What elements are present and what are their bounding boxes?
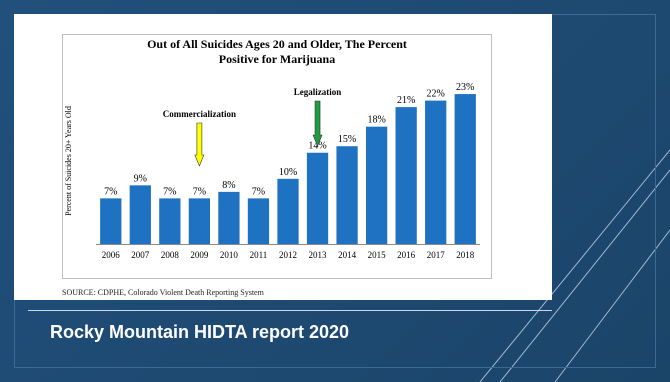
annotation-commercialization: Commercialization [163, 109, 236, 119]
data-label-2018: 23% [456, 82, 474, 93]
data-label-2017: 22% [427, 89, 445, 100]
bar-2016 [395, 107, 417, 244]
annotation-legalization: Legalization [294, 87, 342, 97]
chart-title-line: Positive for Marijuana [219, 52, 335, 66]
x-tick-2015: 2015 [368, 250, 387, 260]
chart-source: SOURCE: CDPHE, Colorado Violent Death Re… [62, 288, 264, 297]
x-tick-2017: 2017 [427, 250, 446, 260]
data-label-2012: 10% [279, 167, 297, 178]
arrow-commercialization [194, 122, 205, 167]
bar-2013 [306, 152, 329, 244]
x-tick-2007: 2007 [131, 250, 150, 260]
x-tick-2010: 2010 [220, 250, 239, 260]
x-tick-2013: 2013 [309, 250, 328, 260]
bar-2014 [336, 146, 358, 244]
x-tick-2012: 2012 [279, 250, 297, 260]
data-label-2008: 7% [163, 186, 176, 197]
chart-title-line: Out of All Suicides Ages 20 and Older, T… [147, 37, 407, 51]
bar-2009 [188, 198, 211, 244]
bar-2010 [218, 191, 240, 244]
y-axis-label: Percent of Suicides 20+ Years Old [64, 106, 73, 216]
x-tick-2016: 2016 [397, 250, 416, 260]
x-tick-2018: 2018 [456, 250, 475, 260]
data-label-2014: 15% [338, 134, 356, 145]
x-tick-2006: 2006 [102, 250, 121, 260]
data-label-2007: 9% [134, 173, 147, 184]
bar-2018 [454, 94, 476, 245]
data-label-2016: 21% [397, 95, 415, 106]
x-tick-2011: 2011 [250, 250, 268, 260]
bar-chart: Out of All Suicides Ages 20 and Older, T… [64, 37, 480, 260]
bar-2007 [129, 185, 151, 244]
bar-2015 [365, 126, 388, 244]
data-label-2010: 8% [222, 180, 235, 191]
chart-figure: Out of All Suicides Ages 20 and Older, T… [62, 34, 544, 298]
divider [28, 310, 552, 311]
slide-title: Rocky Mountain HIDTA report 2020 [50, 322, 350, 342]
x-tick-2008: 2008 [161, 250, 180, 260]
chart-border [62, 34, 492, 279]
x-tick-2014: 2014 [338, 250, 357, 260]
data-label-2009: 7% [193, 186, 206, 197]
arrow-legalization [312, 100, 323, 147]
bar-2006 [100, 198, 122, 244]
bar-2017 [425, 100, 447, 244]
bar-2011 [247, 198, 270, 244]
x-tick-2009: 2009 [190, 250, 209, 260]
chart-panel: Out of All Suicides Ages 20 and Older, T… [14, 14, 552, 311]
data-label-2015: 18% [367, 115, 385, 126]
bar-2012 [277, 178, 299, 244]
data-label-2006: 7% [104, 186, 117, 197]
data-label-2011: 7% [252, 186, 265, 197]
bar-2008 [159, 198, 181, 244]
